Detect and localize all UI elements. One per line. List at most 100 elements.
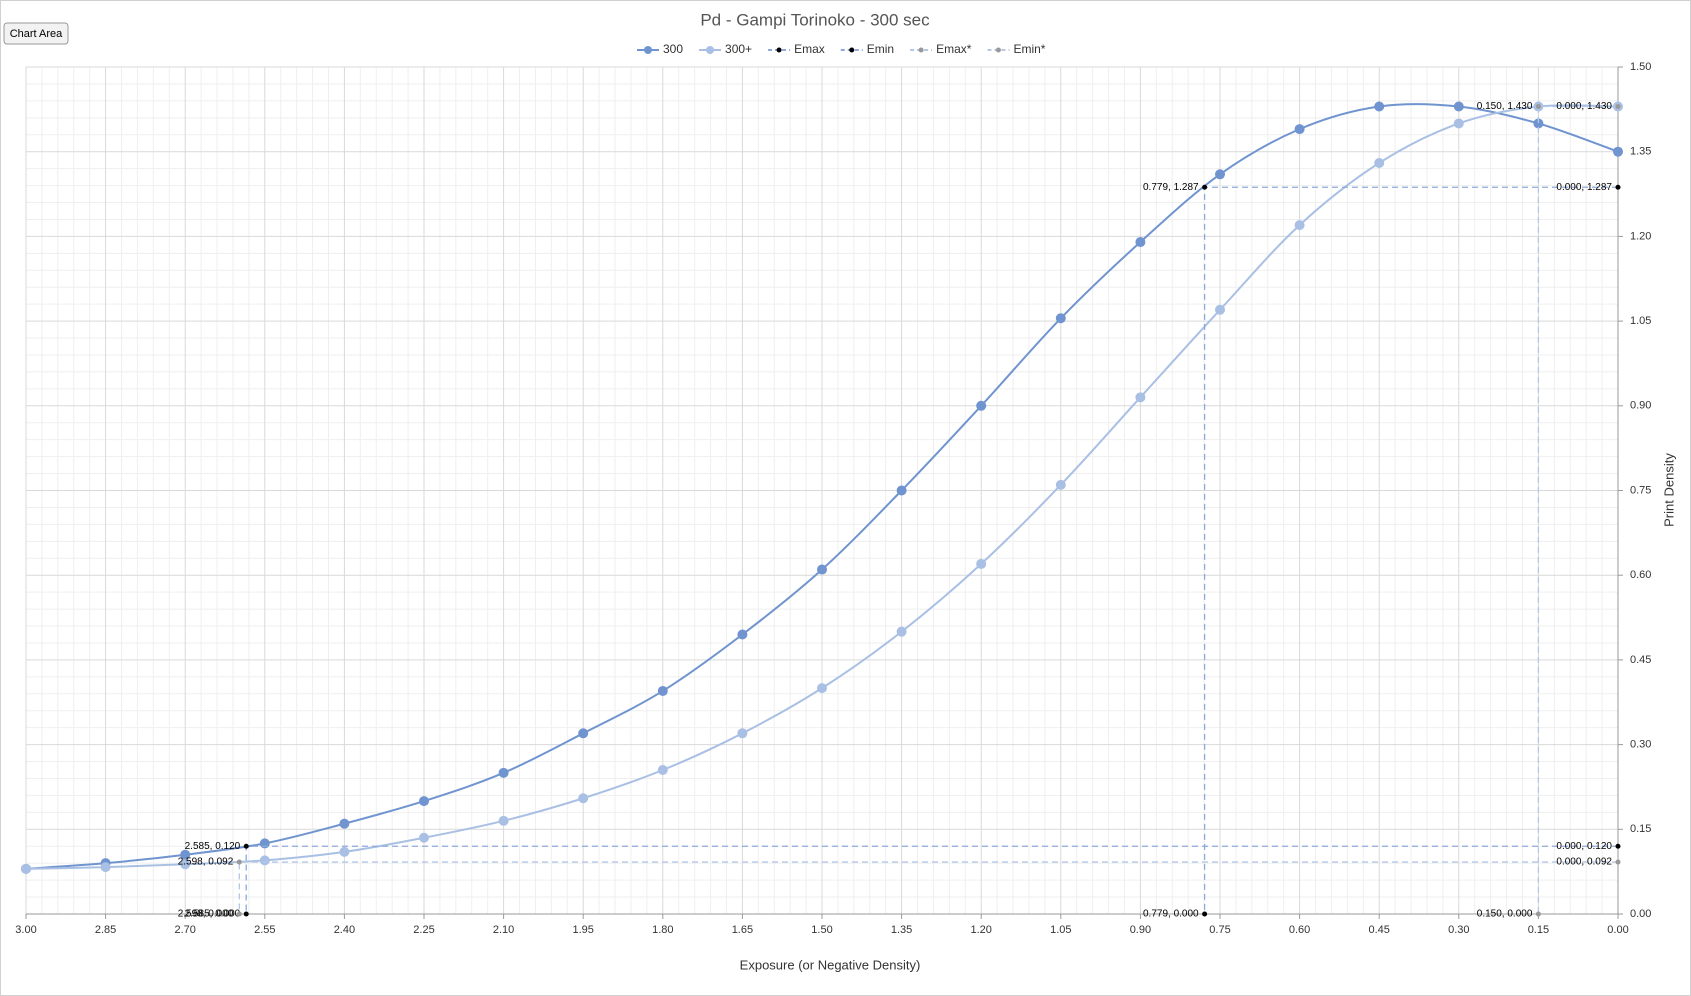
legend-marker bbox=[849, 47, 855, 53]
x-tick-label: 2.25 bbox=[413, 924, 434, 936]
marker bbox=[1374, 157, 1385, 168]
legend-label: Emax bbox=[794, 42, 825, 56]
x-tick-label: 0.60 bbox=[1289, 924, 1310, 936]
marker bbox=[1615, 184, 1621, 190]
x-tick-label: 1.65 bbox=[732, 924, 753, 936]
y-tick-label: 0.60 bbox=[1630, 569, 1651, 581]
x-tick-label: 2.70 bbox=[174, 924, 195, 936]
tooltip-text: Chart Area bbox=[10, 28, 63, 40]
legend-label: Emin bbox=[867, 42, 894, 56]
marker bbox=[1135, 392, 1146, 403]
x-tick-label: 1.35 bbox=[891, 924, 912, 936]
marker bbox=[243, 843, 249, 849]
marker bbox=[817, 564, 827, 575]
x-tick-label: 1.20 bbox=[970, 924, 991, 936]
marker bbox=[976, 558, 987, 569]
marker bbox=[1202, 184, 1208, 190]
marker bbox=[21, 863, 31, 874]
y-tick-label: 0.45 bbox=[1630, 654, 1651, 666]
marker bbox=[1453, 118, 1464, 129]
marker bbox=[1294, 220, 1305, 231]
tooltip: Chart Area bbox=[3, 22, 69, 45]
marker bbox=[339, 818, 350, 829]
legend-label: 300+ bbox=[725, 42, 752, 56]
marker bbox=[236, 911, 242, 917]
marker bbox=[1055, 313, 1066, 324]
marker bbox=[1215, 169, 1225, 180]
marker bbox=[100, 862, 111, 873]
marker bbox=[1374, 101, 1385, 112]
x-tick-label: 1.50 bbox=[811, 924, 832, 936]
legend-marker bbox=[706, 46, 715, 54]
y-tick-label: 0.75 bbox=[1630, 484, 1651, 496]
marker bbox=[339, 846, 350, 857]
series-line bbox=[25, 104, 1619, 870]
marker bbox=[737, 728, 748, 739]
marker bbox=[259, 855, 270, 866]
marker bbox=[1533, 118, 1544, 129]
marker bbox=[259, 838, 270, 849]
x-tick-label: 2.55 bbox=[254, 924, 275, 936]
x-tick-label: 1.80 bbox=[652, 924, 673, 936]
marker bbox=[976, 400, 987, 411]
data-label: 2.585, 0.120 bbox=[185, 841, 241, 852]
data-label: 0.000, 1.430 bbox=[1556, 101, 1612, 112]
data-label: 0.779, 0.000 bbox=[1143, 909, 1199, 920]
data-label: 2.598, 0.092 bbox=[178, 857, 234, 868]
marker bbox=[419, 796, 429, 807]
marker bbox=[180, 859, 191, 870]
marker bbox=[896, 485, 907, 496]
grid bbox=[25, 66, 1619, 915]
x-tick-label: 1.05 bbox=[1050, 924, 1071, 936]
x-tick-label: 2.10 bbox=[493, 924, 514, 936]
marker bbox=[817, 683, 827, 694]
x-tick-label: 1.95 bbox=[572, 924, 593, 936]
marker bbox=[1294, 124, 1305, 135]
legend-marker bbox=[995, 47, 1001, 53]
x-tick-label: 0.45 bbox=[1368, 924, 1389, 936]
x-tick-label: 3.00 bbox=[15, 924, 36, 936]
marker bbox=[498, 815, 509, 826]
legend-marker bbox=[776, 47, 782, 53]
marker bbox=[419, 832, 429, 843]
y-tick-label: 1.05 bbox=[1630, 315, 1651, 327]
x-tick-label: 0.00 bbox=[1607, 924, 1628, 936]
data-label: 0.779, 1.287 bbox=[1143, 182, 1199, 193]
data-label: 0.000, 1.287 bbox=[1556, 182, 1612, 193]
legend-label: Emax* bbox=[936, 42, 972, 56]
y-tick-label: 0.90 bbox=[1630, 400, 1651, 412]
x-tick-label: 0.15 bbox=[1528, 924, 1549, 936]
marker bbox=[737, 629, 748, 640]
data-label: 2.598, 0.000 bbox=[178, 909, 234, 920]
marker bbox=[657, 765, 668, 776]
marker bbox=[657, 685, 668, 696]
legend-label: Emin* bbox=[1013, 42, 1045, 56]
series-line bbox=[25, 103, 1619, 870]
y-tick-label: 0.30 bbox=[1630, 739, 1651, 751]
x-tick-label: 0.90 bbox=[1130, 924, 1151, 936]
x-tick-label: 0.30 bbox=[1448, 924, 1469, 936]
marker bbox=[180, 849, 191, 860]
data-label: 0.150, 0.000 bbox=[1477, 909, 1533, 920]
legend-marker bbox=[644, 46, 652, 54]
marker bbox=[1535, 911, 1541, 917]
x-tick-label: 0.75 bbox=[1209, 924, 1230, 936]
marker bbox=[1135, 237, 1146, 248]
marker bbox=[1453, 101, 1464, 112]
marker bbox=[236, 859, 242, 865]
data-label: 0.000, 0.092 bbox=[1556, 857, 1612, 868]
marker bbox=[1615, 859, 1621, 865]
y-tick-label: 1.20 bbox=[1630, 230, 1651, 242]
marker bbox=[1055, 479, 1066, 490]
tooltip-box bbox=[3, 22, 69, 45]
y-tick-label: 0.00 bbox=[1630, 908, 1651, 920]
data-label: 2.585, 0.000 bbox=[185, 909, 241, 920]
y-axis-title: Print Density bbox=[1661, 453, 1676, 527]
chart-title: Pd - Gampi Torinoko - 300 sec bbox=[700, 10, 930, 29]
marker bbox=[1215, 304, 1225, 315]
y-tick-label: 0.15 bbox=[1630, 823, 1651, 835]
x-tick-label: 2.40 bbox=[334, 924, 355, 936]
marker bbox=[578, 728, 589, 739]
